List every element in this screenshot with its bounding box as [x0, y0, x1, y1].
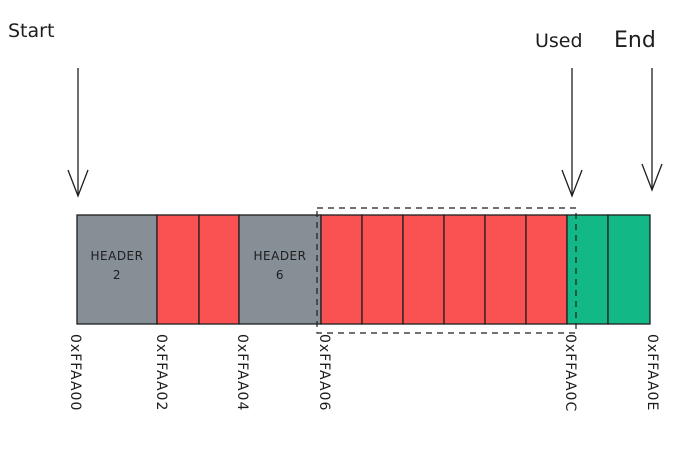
start-label: Start	[8, 20, 54, 42]
memory-cell	[402, 214, 445, 325]
end-label: End	[614, 28, 656, 53]
memory-block-free	[566, 214, 609, 325]
memory-block-used	[525, 214, 568, 325]
memory-cell	[320, 214, 363, 325]
memory-block-used	[198, 214, 240, 325]
address-label: 0xFFAA00	[67, 334, 83, 411]
memory-cell	[238, 214, 322, 325]
memory-block-header: HEADER 2	[76, 214, 158, 325]
selection-box	[316, 207, 577, 334]
start-arrow	[67, 68, 89, 198]
memory-block-used	[402, 214, 445, 325]
memory-block-used	[361, 214, 404, 325]
memory-block-header: HEADER 6	[238, 214, 322, 325]
memory-cell	[156, 214, 200, 325]
header-size: 6	[276, 268, 284, 282]
memory-cell	[76, 214, 158, 325]
memory-cell	[198, 214, 240, 325]
memory-block-used	[156, 214, 200, 325]
memory-block-free	[607, 214, 651, 325]
memory-block-used	[320, 214, 363, 325]
address-label: 0xFFAA0E	[644, 334, 660, 411]
memory-block-used	[484, 214, 527, 325]
header-title: HEADER	[254, 249, 307, 263]
address-label: 0xFFAA06	[316, 334, 332, 411]
address-label: 0xFFAA0C	[562, 334, 578, 412]
header-title: HEADER	[91, 249, 144, 263]
memory-cell	[484, 214, 527, 325]
used-label: Used	[535, 30, 583, 52]
memory-blocks: HEADER 2 HEADER 6	[76, 214, 651, 325]
address-labels: 0xFFAA00 0xFFAA02 0xFFAA04 0xFFAA06 0xFFAA0C…	[67, 334, 660, 412]
memory-cell	[443, 214, 486, 325]
memory-cell	[361, 214, 404, 325]
memory-cell	[566, 214, 609, 325]
end-arrow	[641, 68, 663, 192]
address-label: 0xFFAA04	[234, 334, 250, 411]
memory-cell	[607, 214, 651, 325]
address-label: 0xFFAA02	[153, 334, 169, 411]
used-arrow	[561, 68, 583, 198]
memory-cell	[525, 214, 568, 325]
header-size: 2	[113, 268, 121, 282]
memory-block-used	[443, 214, 486, 325]
